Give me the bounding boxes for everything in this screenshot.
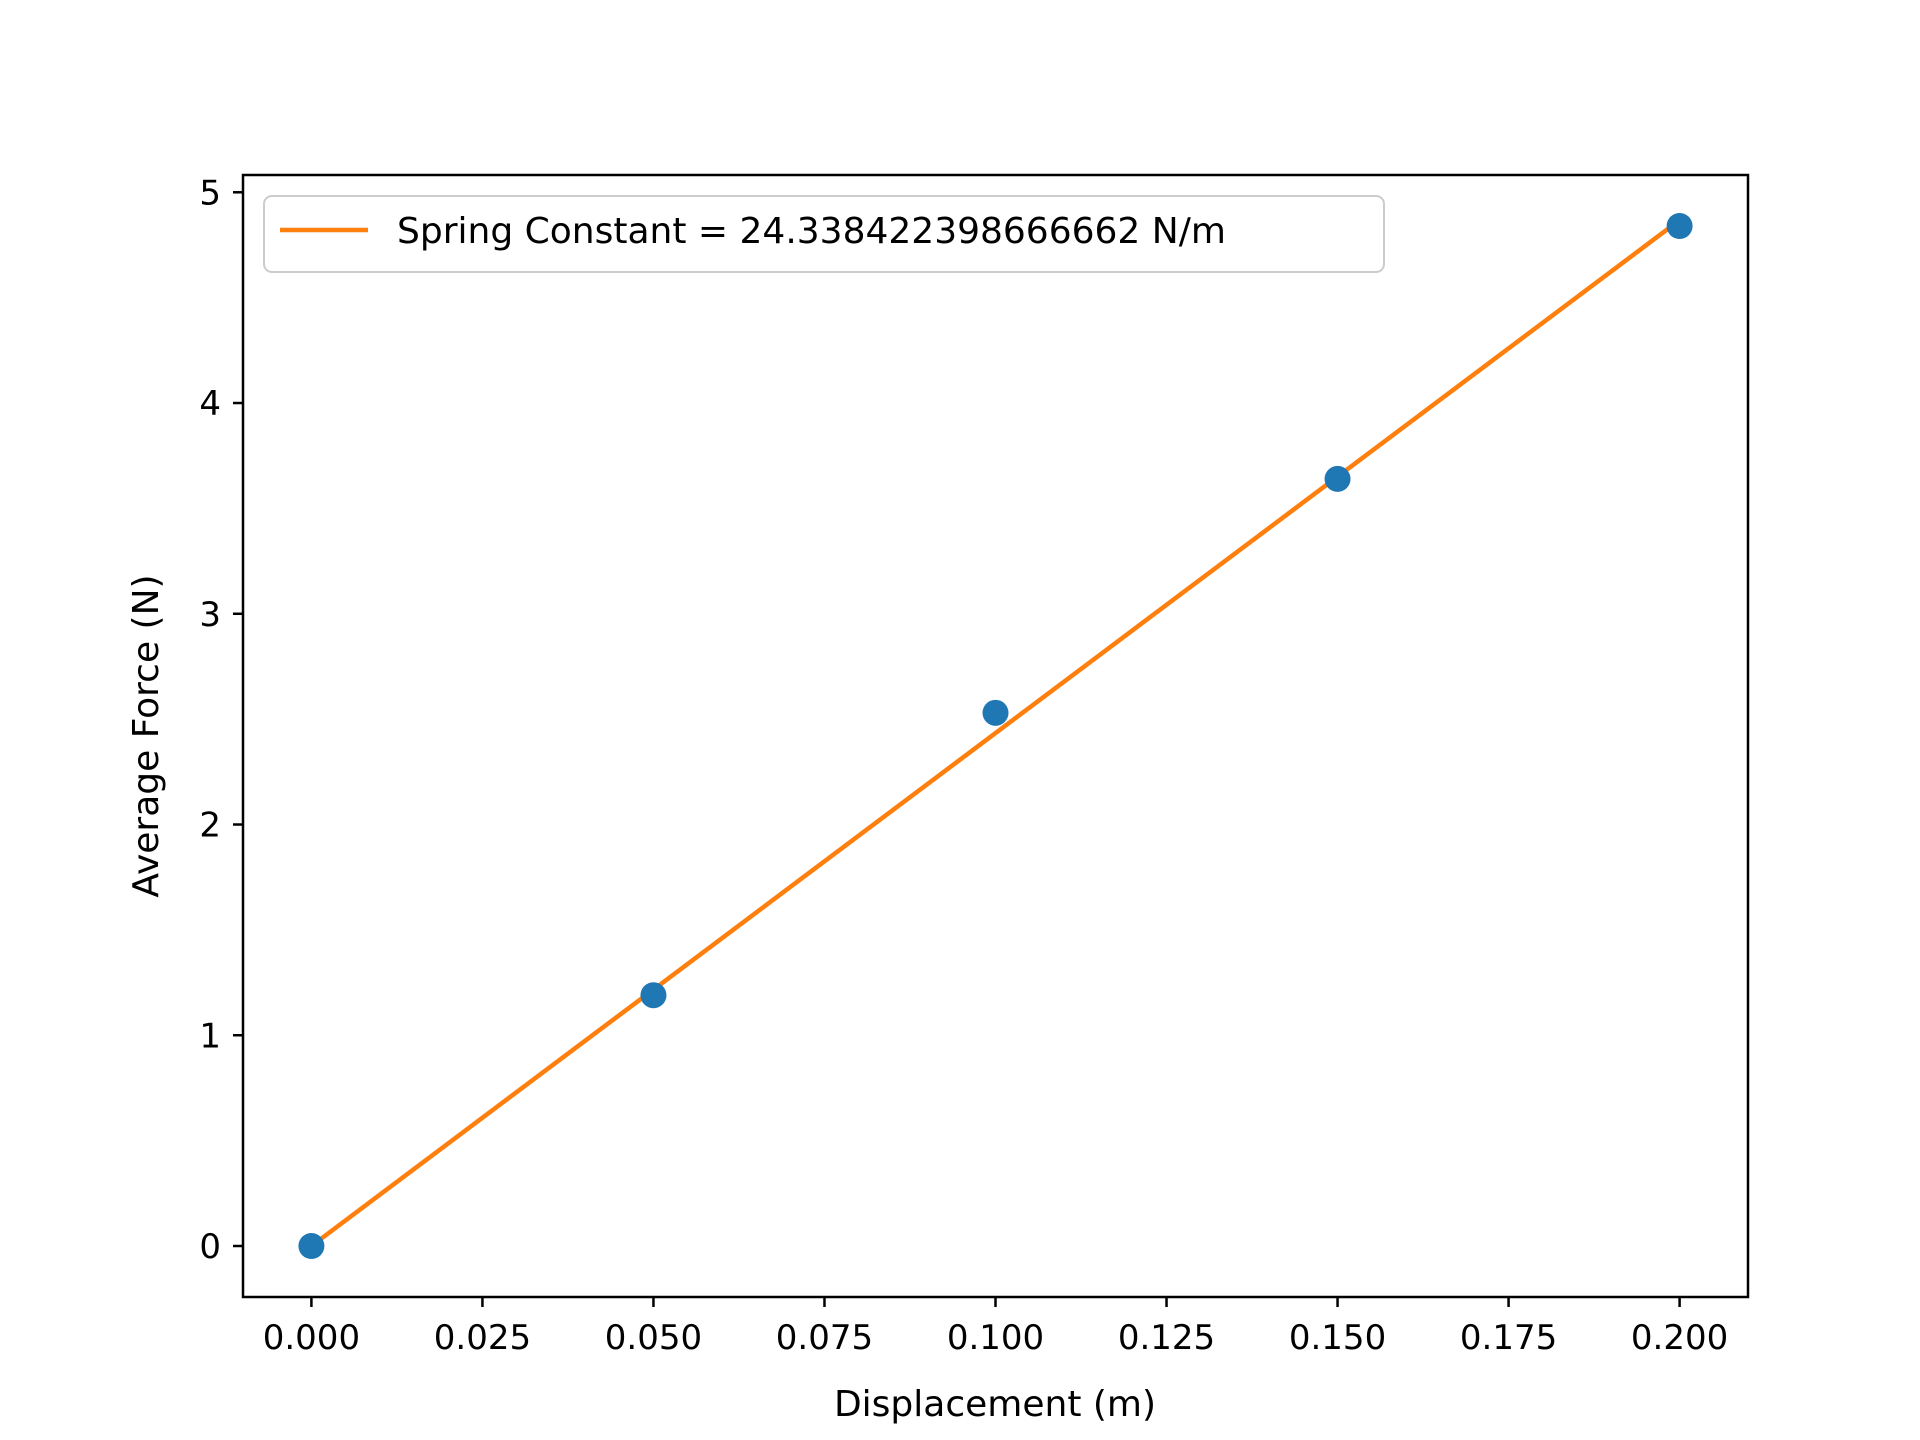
x-tick-label: 0.075 (776, 1318, 873, 1358)
x-tick-label: 0.000 (263, 1318, 360, 1358)
y-axis-label: Average Force (N) (126, 574, 167, 897)
x-tick-label: 0.175 (1460, 1318, 1557, 1358)
x-tick-label: 0.200 (1631, 1318, 1728, 1358)
y-tick-label: 3 (199, 595, 221, 635)
data-point (640, 982, 667, 1009)
x-tick-label: 0.100 (947, 1318, 1044, 1358)
x-tick-label: 0.125 (1118, 1318, 1215, 1358)
y-tick-label: 0 (199, 1227, 221, 1267)
data-point (1324, 465, 1351, 492)
x-axis-ticks: 0.000 0.025 0.050 0.075 0.100 0.125 0.150 0.175… (263, 1297, 1728, 1358)
data-point (1666, 213, 1693, 239)
y-tick-label: 2 (199, 806, 221, 846)
data-points-group (298, 213, 1693, 1259)
data-point (298, 1233, 325, 1259)
data-point (982, 699, 1009, 726)
y-axis-ticks: 0 1 2 3 4 5 (199, 173, 243, 1267)
y-tick-label: 1 (199, 1016, 221, 1056)
legend-entry-spring-constant: Spring Constant = 24.338422398666662 N/m (397, 211, 1226, 252)
x-tick-label: 0.025 (434, 1318, 531, 1358)
x-axis-label: Displacement (m) (834, 1384, 1156, 1425)
legend-box (263, 195, 1385, 273)
x-tick-label: 0.050 (605, 1318, 702, 1358)
x-tick-label: 0.150 (1289, 1318, 1386, 1358)
fit-line-group (308, 217, 1683, 1250)
y-tick-label: 5 (199, 173, 221, 213)
y-tick-label: 4 (199, 384, 221, 424)
legend: Spring Constant = 24.338422398666662 N/m (263, 195, 1385, 273)
fit-line (308, 217, 1683, 1250)
